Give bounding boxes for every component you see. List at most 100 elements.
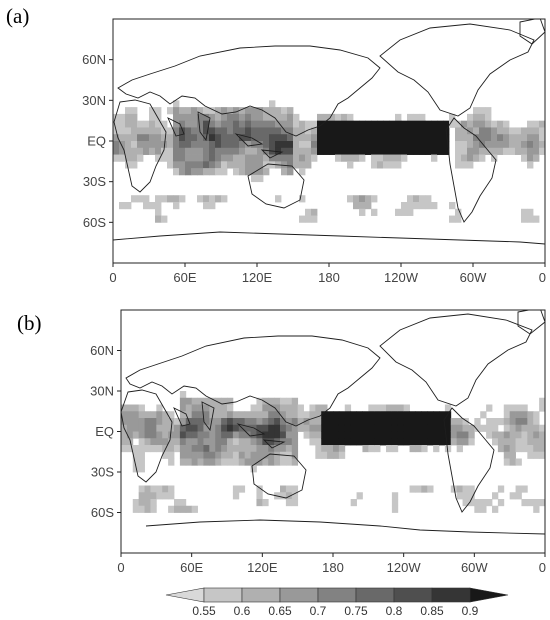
heatmap-cell (443, 120, 450, 128)
colorbar-swatch (317, 587, 357, 603)
heatmap-cell (281, 147, 288, 155)
heatmap-cell (203, 127, 210, 135)
heatmap-cell (341, 147, 348, 155)
heatmap-cell (285, 438, 293, 446)
heatmap-cell (389, 120, 396, 128)
heatmap-cell (269, 107, 276, 115)
heatmap-cell (274, 418, 281, 426)
heatmap-cell (365, 195, 372, 203)
heatmap-cell (305, 127, 312, 135)
heatmap-cell (138, 499, 145, 507)
heatmap-cell (191, 445, 198, 453)
heatmap-cell (185, 397, 193, 405)
heatmap-cell (515, 141, 522, 149)
heatmap-cell (503, 127, 510, 135)
heatmap-cell (421, 485, 428, 493)
heatmap-cell (209, 161, 216, 169)
heatmap-cell (275, 141, 282, 149)
heatmap-cell (269, 134, 276, 142)
heatmap-cell (244, 445, 251, 453)
heatmap-cell (191, 154, 198, 162)
heatmap-cell (263, 134, 270, 142)
heatmap-cell (256, 499, 263, 507)
heatmap-cell (515, 134, 522, 142)
lat-tick-label: 60S (91, 505, 114, 520)
heatmap-cell (362, 438, 369, 446)
heatmap-cell (244, 411, 251, 419)
heatmap-cell (119, 147, 126, 155)
heatmap-cell (221, 445, 228, 453)
heatmap-cell (397, 431, 405, 439)
heatmap-cell (317, 113, 324, 122)
heatmap-cell (462, 418, 469, 426)
heatmap-cell (413, 195, 420, 203)
heatmap-cell (227, 154, 234, 162)
heatmap-cell (162, 438, 169, 446)
heatmap-cell (268, 397, 275, 405)
heatmap-cell (461, 120, 468, 128)
heatmap-cell (497, 134, 504, 142)
heatmap-cell (521, 438, 528, 446)
heatmap-cell (515, 147, 522, 155)
heatmap-cell (329, 147, 336, 155)
heatmap-cell (138, 404, 145, 412)
heatmap-cell (401, 147, 408, 155)
heatmap-cell (197, 458, 204, 466)
heatmap-cell (137, 120, 144, 128)
heatmap-cell (305, 215, 312, 223)
heatmap-cell (439, 431, 446, 439)
heatmap-cell (383, 141, 390, 149)
heatmap-cell (113, 120, 120, 128)
heatmap-cell (299, 141, 306, 149)
heatmap-cell (185, 127, 192, 135)
heatmap-cell (168, 451, 175, 459)
heatmap-cell (274, 404, 281, 412)
heatmap-cell (415, 438, 422, 446)
heatmap-cell (407, 127, 414, 135)
heatmap-cell (409, 411, 416, 419)
heatmap-cell (281, 141, 288, 149)
heatmap-cell (539, 134, 545, 142)
heatmap-cell (162, 431, 169, 439)
heatmap-cell (347, 127, 354, 135)
heatmap-cell (191, 168, 198, 176)
heatmap-cell (461, 141, 468, 149)
heatmap-cell (162, 451, 169, 459)
heatmap-cell (533, 424, 540, 432)
heatmap-cell (403, 431, 410, 439)
heatmap-cell (285, 492, 293, 500)
heatmap-cell (444, 431, 452, 439)
lon-tick-label: 120W (384, 270, 419, 285)
heatmap-cell (413, 120, 420, 128)
heatmap-cell (287, 147, 294, 155)
heatmap-cell (203, 120, 210, 128)
heatmap-cell (509, 134, 516, 142)
heatmap-cell (299, 134, 306, 142)
heatmap-cell (437, 141, 444, 149)
heatmap-cell (203, 397, 210, 405)
heatmap-cell (347, 134, 354, 142)
heatmap-cell (462, 424, 469, 432)
heatmap-cell (350, 438, 357, 446)
heatmap-cell (359, 208, 366, 216)
lat-tick-label: 60S (83, 215, 106, 230)
heatmap-cell (521, 431, 528, 439)
heatmap-cell (338, 438, 346, 446)
lon-tick-label: 0 (117, 560, 124, 575)
heatmap-cell (227, 147, 234, 155)
heatmap-cell (125, 127, 132, 135)
heatmap-cell (309, 404, 316, 412)
heatmap-cell (191, 397, 198, 405)
heatmap-cell (245, 127, 252, 135)
heatmap-cell (232, 424, 240, 432)
heatmap-cell (185, 113, 192, 122)
heatmap-cell (161, 195, 168, 203)
heatmap-cell (350, 499, 357, 507)
lon-tick-label: 120E (242, 270, 273, 285)
heatmap-cell (509, 445, 516, 453)
heatmap-cell (321, 445, 328, 453)
heatmap-cell (113, 147, 120, 155)
heatmap-cell (227, 141, 234, 149)
heatmap-cell (268, 424, 275, 432)
heatmap-cell (480, 505, 487, 513)
